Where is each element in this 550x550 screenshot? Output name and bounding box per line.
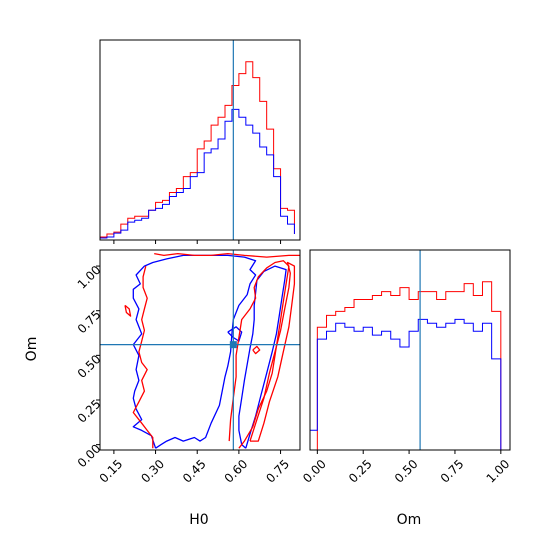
contour-xtick-label: 0.60: [222, 457, 251, 486]
contour-ytick-label: 0.75: [75, 307, 104, 336]
contour-line-7: [249, 261, 296, 442]
contour-ytick-label: 0.50: [75, 352, 104, 381]
om-histogram-series-2: [309, 318, 502, 450]
contour-line-3: [227, 326, 243, 342]
contour-line-6: [228, 260, 290, 449]
h0-histogram-series-1: [99, 61, 295, 240]
contour-xtick-label: 0.75: [263, 457, 292, 486]
om-histogram-xtick-label: 0.25: [346, 457, 375, 486]
truth-marker: [229, 341, 237, 349]
om-histogram-frame: [309, 249, 511, 451]
om-histogram-series-1: [310, 281, 502, 451]
h0-om-contour-panel: 0.15 0.30 0.45 0.60 0.75 0.00 0.25 0.50 0.75 1.00: [75, 249, 301, 486]
h0-histogram-frame: [99, 39, 301, 241]
om-y-axis-label: Om: [24, 337, 40, 362]
h0-axis-label: H0: [189, 512, 208, 528]
contour-line-9: [252, 345, 261, 355]
om-histogram-xtick-label: 0.50: [392, 457, 421, 486]
om-histogram-xtick-label: 1.00: [484, 457, 513, 486]
om-histogram-xtick-label: 0.75: [438, 457, 467, 486]
om-histogram-panel: 0.00 0.25 0.50 0.75 1.00: [300, 249, 513, 486]
contour-ytick-label: 0.00: [75, 441, 104, 470]
om-histogram-xtick-label: 0.00: [300, 457, 329, 486]
contour-line-2: [238, 265, 287, 449]
contour-ytick-label: 0.25: [75, 397, 104, 426]
contour-line-8: [124, 304, 132, 317]
contour-xtick-label: 0.15: [97, 457, 126, 486]
contour-xtick-label: 0.30: [138, 457, 167, 486]
contour-line-5: [154, 252, 300, 258]
contour-xtick-label: 0.45: [180, 457, 209, 486]
contour-lines: [124, 252, 300, 449]
contour-line-4: [132, 265, 154, 449]
h0-histogram-panel: [99, 39, 301, 244]
h0-histogram-series-2: [99, 108, 295, 240]
om-axis-label: Om: [397, 512, 422, 528]
contour-frame: [99, 249, 301, 451]
contour-ytick-label: 1.00: [75, 263, 104, 292]
